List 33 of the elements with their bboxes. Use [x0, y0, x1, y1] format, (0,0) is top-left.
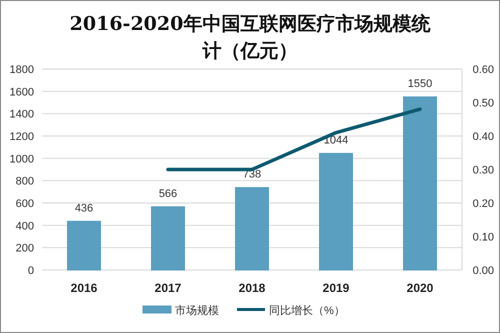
- y-tick-label: 800: [16, 176, 34, 188]
- data-label: 436: [74, 202, 94, 214]
- y2-tick-label: 0.40: [472, 131, 494, 143]
- data-label: 566: [158, 188, 178, 200]
- bar: [235, 187, 269, 270]
- y-tick-label: 1200: [10, 131, 34, 143]
- y2-tick-label: 0.10: [472, 232, 494, 244]
- y2-tick-label: 0.50: [472, 98, 494, 110]
- y-tick-label: 0: [28, 265, 34, 277]
- x-tick-label: 2020: [406, 281, 434, 295]
- y-tick-label: 600: [16, 198, 34, 210]
- y-tick-label: 400: [16, 220, 34, 232]
- y2-tick-label: 0.20: [472, 198, 494, 210]
- y2-tick-label: 0.30: [472, 164, 494, 176]
- legend-label: 市场规模: [175, 304, 219, 317]
- x-tick-label: 2016: [70, 281, 98, 295]
- bar: [151, 206, 185, 270]
- y-tick-label: 1400: [10, 108, 34, 121]
- y-tick-label: 1600: [10, 86, 34, 98]
- data-label: 1550: [408, 78, 432, 90]
- x-tick-label: 2018: [238, 281, 266, 295]
- x-tick-label: 2017: [154, 281, 182, 295]
- legend-label: 同比增长（%）: [269, 304, 345, 317]
- chart-title: 2016-2020年中国互联网医疗市场规模统计（亿元）: [70, 13, 432, 62]
- bar: [319, 152, 353, 270]
- x-tick-label: 2019: [322, 281, 350, 295]
- y2-tick-label: 0.00: [472, 265, 494, 277]
- y-tick-label: 1800: [10, 64, 34, 76]
- bar: [67, 220, 101, 270]
- y-tick-label: 1000: [10, 153, 34, 166]
- y2-tick-label: 0.60: [472, 64, 494, 76]
- bar: [403, 96, 437, 270]
- y-tick-label: 200: [16, 242, 34, 255]
